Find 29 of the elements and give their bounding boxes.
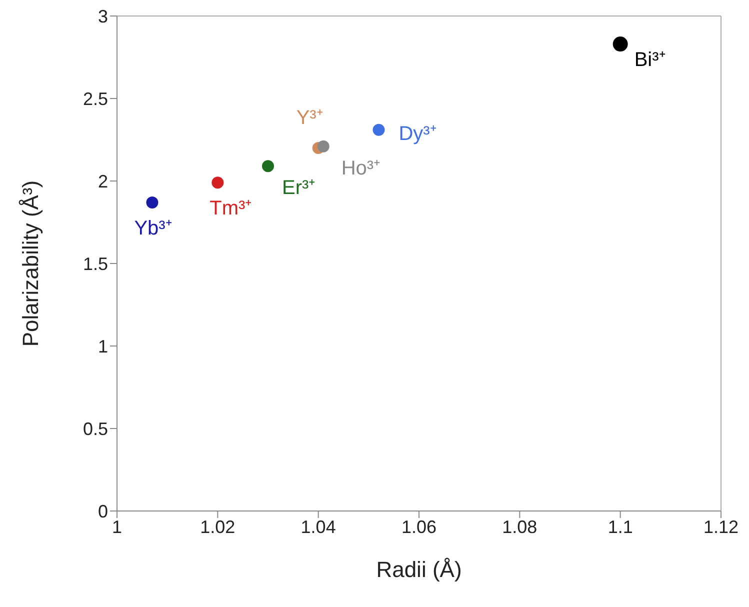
point [372, 124, 385, 136]
x-tick-label: 1.1 [608, 516, 633, 537]
x-tick-label: 1 [112, 516, 122, 537]
x-tick-label: 1.02 [200, 516, 236, 537]
y-tick-label: 2 [98, 171, 108, 192]
x-tick-label: 1.12 [703, 516, 739, 537]
y-axis-title: Polarizability (Å³) [18, 180, 43, 347]
series-label: Bi³⁺ [634, 49, 666, 72]
series-label: Y³⁺ [296, 107, 324, 129]
point [146, 196, 158, 208]
series-label: Ho³⁺ [341, 157, 381, 180]
series-label: Er³⁺ [282, 177, 316, 200]
point [262, 160, 274, 172]
series-label: Dy³⁺ [398, 122, 437, 145]
y-tick-label: 2.5 [82, 88, 108, 109]
y-tick-label: 1.5 [82, 254, 108, 274]
series-label: Tm³⁺ [210, 198, 252, 220]
y-tick-label: 3 [98, 6, 108, 26]
x-tick-label: 1.06 [401, 516, 437, 537]
point [212, 176, 224, 189]
series-label: Yb³⁺ [134, 217, 172, 240]
x-tick-label: 1.08 [502, 516, 538, 537]
x-axis-title: Radii (Å) [376, 557, 462, 582]
point [612, 36, 628, 52]
y-tick-label: 1 [98, 336, 108, 356]
x-tick-label: 1.04 [300, 516, 336, 537]
y-tick-label: 0 [98, 501, 108, 522]
point [317, 140, 330, 152]
y-tick-label: 0.5 [82, 418, 108, 439]
